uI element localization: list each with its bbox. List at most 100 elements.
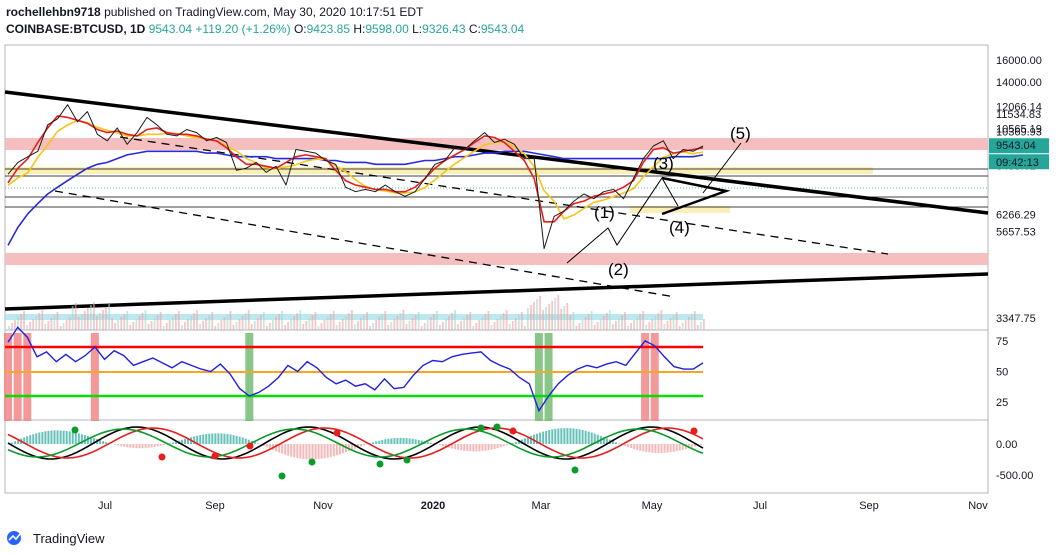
cross-dot bbox=[158, 453, 166, 461]
volume-bar bbox=[241, 316, 244, 330]
volume-bar bbox=[630, 323, 632, 330]
macd-histogram-bar bbox=[648, 444, 651, 453]
volume-bar bbox=[235, 322, 238, 330]
volume-bar bbox=[696, 325, 699, 330]
publisher-name[interactable]: rochellehbn9718 bbox=[6, 5, 101, 19]
macd-histogram-bar bbox=[302, 444, 305, 460]
macd-histogram-bar bbox=[651, 444, 654, 453]
volume-bar bbox=[168, 320, 171, 330]
volume-bar bbox=[396, 316, 399, 330]
macd-histogram-bar bbox=[384, 439, 387, 444]
triangle-pattern[interactable] bbox=[661, 176, 731, 216]
macd-histogram-bar bbox=[47, 430, 50, 444]
volume-bar bbox=[448, 316, 450, 330]
macd-histogram-bar bbox=[363, 444, 366, 446]
macd-histogram-bar bbox=[187, 438, 190, 444]
volume-bar bbox=[11, 323, 13, 330]
overbought-zone bbox=[4, 333, 12, 421]
ma-orange-line[interactable] bbox=[7, 119, 704, 220]
macd-histogram-bar bbox=[605, 438, 608, 444]
volume-bar bbox=[335, 325, 338, 330]
lower-trendline[interactable] bbox=[4, 272, 989, 311]
volume-bar bbox=[256, 318, 259, 330]
time-tick-label: Mar bbox=[532, 500, 551, 512]
volume-bar bbox=[62, 323, 65, 330]
macd-axis: 0.00 -500.00 bbox=[996, 439, 1033, 482]
macd-histogram-bar bbox=[293, 444, 296, 458]
price-line[interactable] bbox=[7, 104, 704, 250]
tradingview-brand[interactable]: TradingView bbox=[6, 528, 105, 548]
volume-bar bbox=[669, 318, 672, 330]
volume-bar bbox=[514, 318, 517, 330]
macd-histogram-bar bbox=[284, 444, 287, 455]
rsi-tick-label: 75 bbox=[996, 336, 1008, 348]
volume-bar bbox=[323, 320, 326, 330]
volume-bar bbox=[26, 325, 29, 330]
volume-bar bbox=[114, 323, 117, 330]
wave-label-4: (4) bbox=[669, 218, 690, 237]
volume-bar bbox=[162, 326, 165, 330]
volume-bar bbox=[378, 317, 381, 330]
volume-bar bbox=[660, 310, 663, 330]
macd-tick-label: -500.00 bbox=[996, 470, 1033, 482]
macd-histogram-bar bbox=[657, 444, 660, 454]
resistance-zone bbox=[5, 138, 988, 150]
tradingview-logo-icon bbox=[7, 531, 21, 545]
time-axis[interactable]: Jul Sep Nov 2020 Mar May Jul Sep Nov bbox=[98, 500, 988, 512]
macd-histogram-bar bbox=[511, 443, 514, 444]
volume-bar bbox=[633, 320, 635, 330]
macd-histogram-bar bbox=[569, 428, 572, 444]
macd-histogram-bar bbox=[699, 444, 702, 445]
volume-bar bbox=[244, 313, 247, 330]
macd-histogram-bar bbox=[62, 430, 65, 444]
symbol-label[interactable]: COINBASE:BTCUSD, 1D bbox=[6, 22, 146, 36]
macd-histogram-bar bbox=[429, 442, 432, 444]
volume-bar bbox=[693, 311, 696, 330]
rsi-pane-frame bbox=[4, 329, 989, 421]
volume-bar bbox=[275, 317, 277, 330]
volume-bar bbox=[77, 317, 80, 330]
volume-bar bbox=[478, 320, 481, 330]
dashed-channel-lower[interactable] bbox=[54, 190, 676, 298]
volume-bar bbox=[269, 323, 271, 330]
volume-bar bbox=[545, 307, 547, 330]
cross-dot bbox=[403, 456, 411, 464]
volume-bar bbox=[569, 315, 572, 330]
rsi-tick-label: 50 bbox=[996, 367, 1008, 379]
price-tick-label: 10369.93 bbox=[996, 127, 1042, 139]
rsi-line[interactable] bbox=[7, 326, 704, 413]
time-tick-label: May bbox=[642, 500, 663, 512]
ma-red-line[interactable] bbox=[7, 115, 704, 223]
rsi-tick-label: 25 bbox=[996, 397, 1008, 409]
volume-bar bbox=[86, 308, 89, 330]
volume-bar bbox=[505, 310, 508, 330]
ma-blue-line[interactable] bbox=[7, 150, 704, 246]
volume-bar bbox=[287, 322, 290, 330]
signal-line[interactable] bbox=[7, 427, 704, 459]
volume-bar bbox=[347, 313, 350, 330]
macd-histogram-bar bbox=[262, 444, 265, 447]
price-tick-label: 12066.14 bbox=[996, 102, 1042, 114]
signal-line-green[interactable] bbox=[7, 428, 704, 458]
macd-histogram-bar bbox=[269, 444, 272, 449]
time-tick-label: Sep bbox=[205, 500, 225, 512]
macd-histogram-bar bbox=[669, 444, 672, 453]
macd-histogram-bar bbox=[481, 444, 484, 452]
macd-histogram-bar bbox=[672, 444, 675, 452]
macd-histogram-bar bbox=[584, 430, 587, 444]
macd-histogram-bar bbox=[687, 444, 690, 449]
macd-histogram-bar bbox=[168, 443, 171, 444]
volume-bar bbox=[703, 319, 705, 330]
cross-dot bbox=[571, 466, 579, 474]
volume-bars bbox=[8, 295, 705, 330]
overbought-zone bbox=[13, 333, 22, 421]
volume-bar bbox=[253, 321, 256, 330]
cross-dot bbox=[333, 429, 341, 437]
macd-histogram-bar bbox=[566, 428, 569, 444]
macd-histogram-bar bbox=[490, 444, 493, 450]
macd-histogram-bar bbox=[514, 441, 517, 444]
macd-histogram-bar bbox=[253, 442, 256, 444]
volume-bar bbox=[487, 311, 490, 330]
